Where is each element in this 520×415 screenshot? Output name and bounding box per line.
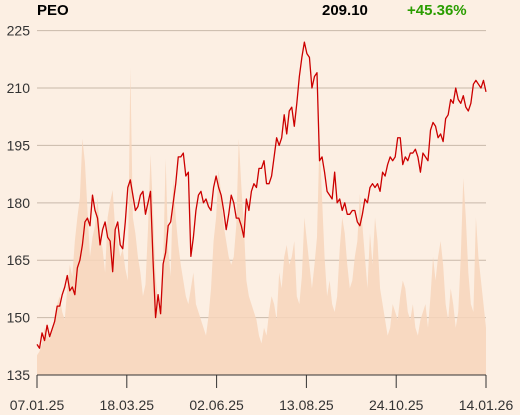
y-tick-label: 150 — [7, 310, 31, 326]
x-axis — [36, 374, 487, 388]
y-tick-label: 195 — [7, 137, 31, 153]
y-tick-label: 180 — [7, 195, 31, 211]
tick-labels: 135 150 165 180 195 210 225 07.01.25 18.03.25 02.… — [7, 23, 514, 413]
ticker-symbol: PEO — [37, 2, 69, 19]
volume-area — [37, 67, 486, 375]
price-line — [36, 41, 487, 349]
y-tick-label: 225 — [7, 23, 31, 39]
x-tick-label: 18.03.25 — [100, 397, 155, 413]
y-tick-label: 135 — [7, 367, 31, 383]
volume-area-layer — [37, 67, 486, 375]
y-tick-label: 210 — [7, 80, 31, 96]
price-line-layer — [36, 41, 487, 349]
x-tick-label: 14.01.26 — [459, 397, 514, 413]
x-tick-label: 24.10.25 — [369, 397, 424, 413]
price-change: +45.36% — [407, 2, 467, 19]
x-tick-label: 13.08.25 — [279, 397, 334, 413]
y-tick-label: 165 — [7, 252, 31, 268]
x-tick-label: 07.01.25 — [10, 397, 65, 413]
x-tick-label: 02.06.25 — [189, 397, 244, 413]
last-price: 209.10 — [322, 2, 368, 19]
